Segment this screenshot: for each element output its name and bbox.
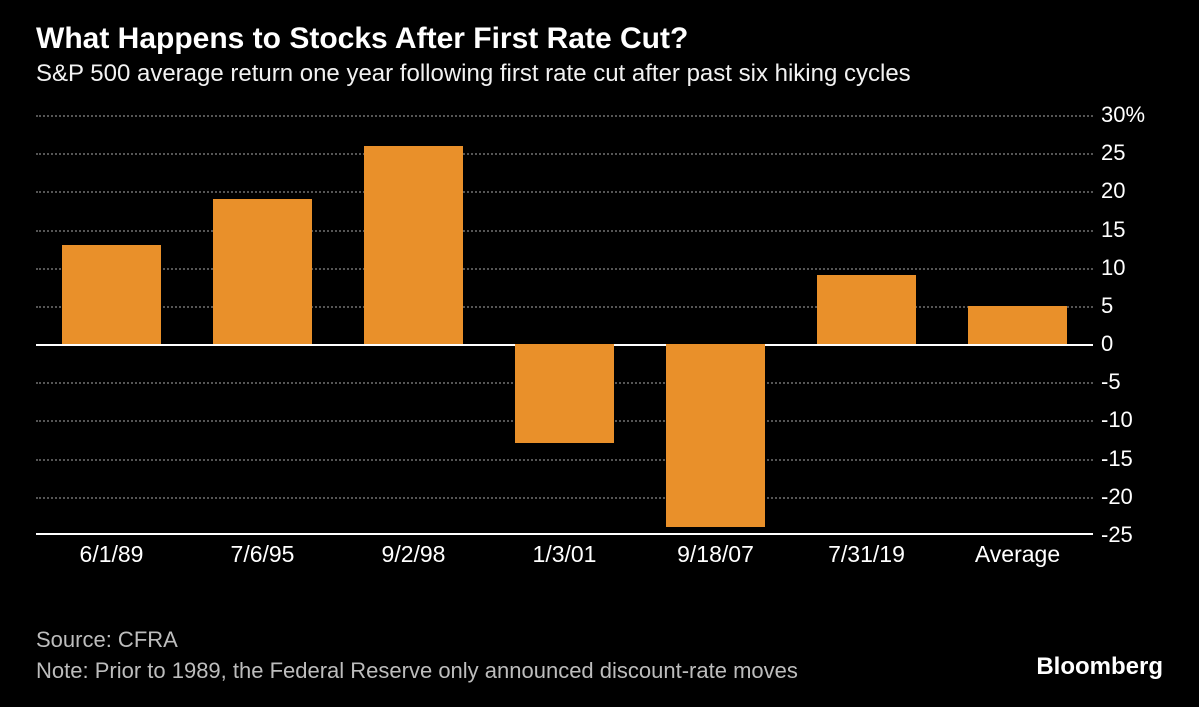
gridline [36,459,1093,461]
gridline [36,115,1093,117]
y-tick-label: 5 [1101,293,1113,319]
x-axis: 6/1/89 7/6/95 9/2/98 1/3/01 9/18/07 7/31/19 Av… [36,541,1093,575]
y-tick-label: 25 [1101,140,1125,166]
bar [666,344,764,527]
plot-region [36,115,1093,535]
note-text: Note: Prior to 1989, the Federal Reserve… [36,656,1163,687]
source-text: Source: CFRA [36,625,1163,656]
y-tick-label: 20 [1101,178,1125,204]
y-tick-label: -25 [1101,522,1133,548]
y-tick-label: 15 [1101,217,1125,243]
chart-container: What Happens to Stocks After First Rate … [0,0,1199,707]
y-tick-label: 0 [1101,331,1113,357]
y-axis: 30%2520151050-5-10-15-20-25 [1093,115,1163,535]
y-tick-label: -20 [1101,484,1133,510]
gridline [36,191,1093,193]
x-tick-label: Average [975,541,1060,568]
y-tick-label: -15 [1101,446,1133,472]
x-tick-label: 9/2/98 [382,541,446,568]
x-tick-label: 9/18/07 [677,541,754,568]
gridline [36,230,1093,232]
bar [364,146,462,345]
chart-title: What Happens to Stocks After First Rate … [36,22,1163,56]
y-tick-label: -5 [1101,369,1121,395]
x-tick-label: 6/1/89 [80,541,144,568]
bar [62,245,160,344]
y-tick-label: 10 [1101,255,1125,281]
bar [968,306,1066,344]
chart-footer: Source: CFRA Note: Prior to 1989, the Fe… [36,625,1163,687]
bar [213,199,311,344]
y-tick-label: 30% [1101,102,1145,128]
bar [515,344,613,443]
x-tick-label: 7/31/19 [828,541,905,568]
gridline [36,306,1093,308]
y-tick-label: -10 [1101,407,1133,433]
brand-logo: Bloomberg [1036,653,1163,681]
chart-subtitle: S&P 500 average return one year followin… [36,60,1163,88]
chart-area: 30%2520151050-5-10-15-20-25 6/1/897/6/95… [36,115,1163,575]
x-tick-label: 7/6/95 [231,541,295,568]
x-tick-label: 1/3/01 [533,541,597,568]
gridline [36,497,1093,499]
x-baseline [36,533,1093,535]
gridline [36,268,1093,270]
bar [817,275,915,344]
gridline [36,153,1093,155]
